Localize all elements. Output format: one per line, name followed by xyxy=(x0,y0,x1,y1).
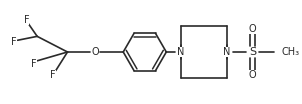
Text: N: N xyxy=(223,47,231,57)
Text: F: F xyxy=(11,37,17,47)
Text: O: O xyxy=(249,71,256,80)
Text: O: O xyxy=(249,24,256,33)
Text: O: O xyxy=(91,47,99,57)
Text: S: S xyxy=(249,47,256,57)
Text: F: F xyxy=(31,59,37,69)
Text: F: F xyxy=(24,15,29,25)
Text: CH₃: CH₃ xyxy=(282,47,300,57)
Text: N: N xyxy=(177,47,185,57)
Text: F: F xyxy=(50,71,56,80)
